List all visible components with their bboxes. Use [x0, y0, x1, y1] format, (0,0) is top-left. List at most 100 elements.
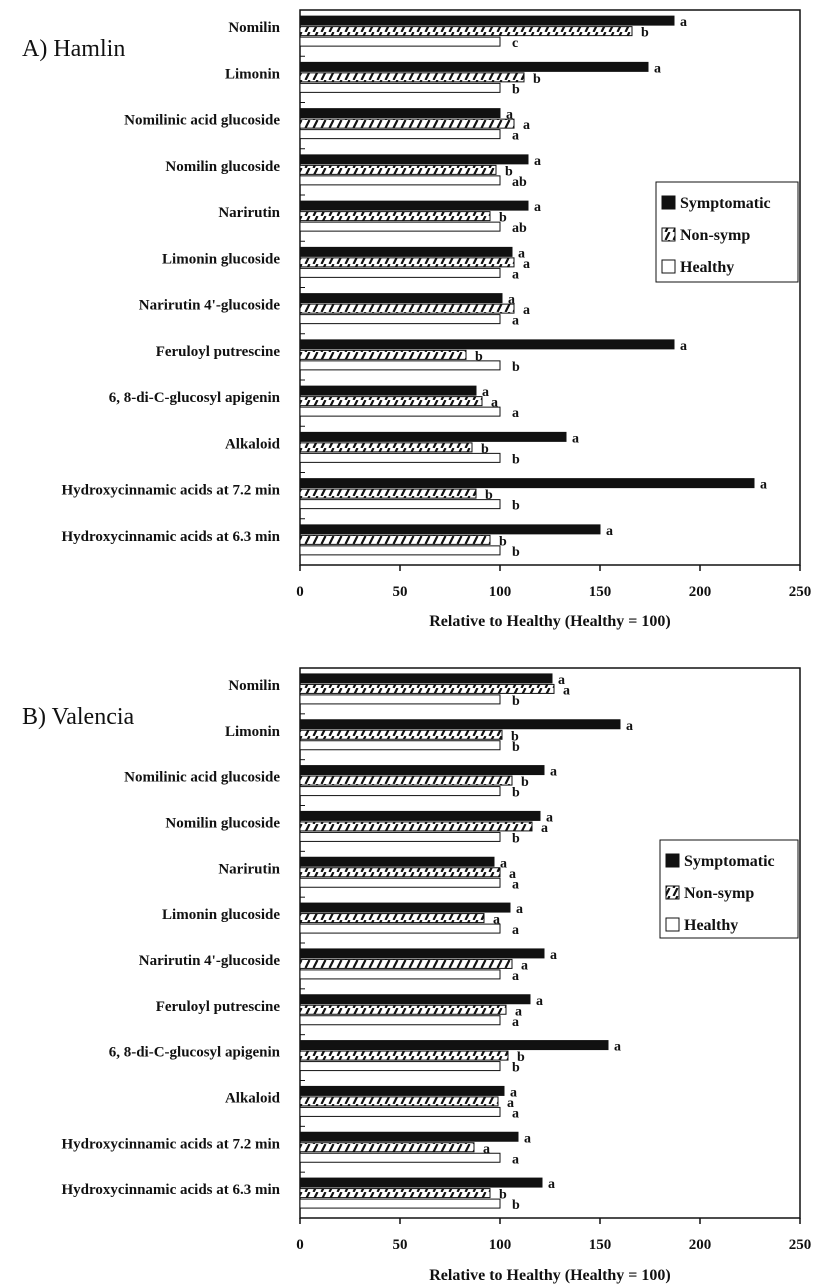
panel-title: B) Valencia [22, 704, 135, 730]
significance-label: a [483, 1142, 490, 1157]
category-label: Narirutin [218, 205, 280, 221]
x-axis-title: Relative to Healthy (Healthy = 100) [429, 613, 671, 630]
bar-non-symp-nomilin [299, 683, 555, 694]
significance-label: a [654, 61, 661, 76]
x-tick-label: 200 [689, 1237, 712, 1253]
bar-non-symp-alkaloid [299, 1096, 499, 1107]
legend: Symptomatic Non-symp Healthy [659, 839, 799, 939]
bar-non-symp-nomilinic-acid-glucoside [299, 118, 515, 129]
legend-swatch-non-symp [661, 227, 676, 242]
legend-swatch-non-symp [665, 885, 680, 900]
bar-healthy-6-8-di-c-glucosyl-apigenin [299, 406, 501, 417]
significance-label: a [482, 385, 489, 400]
legend-label: Non-symp [680, 227, 750, 244]
bar-non-symp-limonin [299, 729, 503, 740]
significance-label: b [499, 211, 507, 226]
significance-label: b [499, 1188, 507, 1203]
category-label: Nomilinic acid glucoside [124, 770, 280, 786]
significance-label: a [512, 267, 519, 282]
significance-label: a [546, 810, 553, 825]
bar-symptomatic-hydroxycinnamic-acids-at-6-3-min [299, 524, 601, 535]
significance-label: b [505, 164, 513, 179]
bar-symptomatic-feruloyl-putrescine [299, 994, 531, 1005]
bar-symptomatic-narirutin-4-glucoside [299, 293, 503, 304]
significance-label: a [512, 969, 519, 984]
significance-label: a [491, 396, 498, 411]
bar-symptomatic-6-8-di-c-glucosyl-apigenin [299, 385, 477, 396]
significance-label: b [512, 499, 520, 514]
bar-healthy-narirutin [299, 877, 501, 888]
bar-healthy-feruloyl-putrescine [299, 1015, 501, 1026]
bar-symptomatic-feruloyl-putrescine [299, 339, 675, 350]
bar-healthy-nomilin-glucoside [299, 831, 501, 842]
significance-label: b [512, 545, 520, 560]
significance-label: a [614, 1040, 621, 1055]
x-tick-label: 0 [296, 1237, 304, 1253]
bar-healthy-feruloyl-putrescine [299, 360, 501, 371]
significance-label: a [507, 1096, 514, 1111]
bar-symptomatic-limonin [299, 719, 621, 730]
bar-symptomatic-nomilin-glucoside [299, 810, 541, 821]
significance-label: a [516, 902, 523, 917]
category-label: Nomilin [228, 20, 280, 36]
bar-healthy-narirutin-4-glucoside [299, 314, 501, 325]
bar-healthy-narirutin [299, 221, 501, 232]
category-label: Hydroxycinnamic acids at 6.3 min [62, 1182, 281, 1198]
significance-label: a [626, 719, 633, 734]
significance-label: a [521, 958, 528, 973]
significance-label: a [534, 154, 541, 169]
legend-label: Symptomatic [680, 195, 771, 212]
significance-label: a [534, 200, 541, 215]
bar-healthy-nomilinic-acid-glucoside [299, 786, 501, 797]
significance-label: a [523, 257, 530, 272]
x-tick-label: 100 [489, 584, 512, 600]
significance-label: a [510, 1085, 517, 1100]
category-label: Alkaloid [225, 1090, 281, 1106]
x-tick-label: 150 [589, 584, 612, 600]
category-label: Nomilin glucoside [165, 815, 280, 831]
bar-non-symp-limonin-glucoside [299, 257, 515, 268]
legend-swatch-healthy [661, 259, 676, 274]
bar-non-symp-narirutin [299, 867, 501, 878]
significance-label: a [536, 994, 543, 1009]
x-tick-label: 50 [393, 1237, 408, 1253]
category-label: 6, 8-di-C-glucosyl apigenin [109, 390, 281, 406]
significance-label: a [506, 108, 513, 123]
bar-healthy-hydroxycinnamic-acids-at-7-2-min [299, 1152, 501, 1163]
significance-label: a [523, 118, 530, 133]
bar-symptomatic-limonin [299, 61, 649, 72]
bar-symptomatic-limonin-glucoside [299, 902, 511, 913]
significance-label: a [563, 683, 570, 698]
significance-label: a [512, 129, 519, 144]
significance-label: ab [512, 175, 527, 190]
bar-healthy-nomilin-glucoside [299, 175, 501, 186]
significance-label: a [548, 1177, 555, 1192]
x-tick-label: 0 [296, 584, 304, 600]
bar-symptomatic-alkaloid [299, 431, 567, 442]
category-label: Narirutin 4'-glucoside [139, 953, 281, 969]
bar-healthy-alkaloid [299, 452, 501, 463]
significance-label: b [512, 452, 520, 467]
bar-healthy-nomilin [299, 36, 501, 47]
bar-symptomatic-nomilin [299, 673, 553, 684]
significance-label: a [493, 913, 500, 928]
bar-non-symp-hydroxycinnamic-acids-at-6-3-min [299, 534, 491, 545]
bar-symptomatic-narirutin-4-glucoside [299, 948, 545, 959]
significance-label: a [558, 673, 565, 688]
bar-healthy-6-8-di-c-glucosyl-apigenin [299, 1061, 501, 1072]
bar-non-symp-narirutin-4-glucoside [299, 303, 515, 314]
category-label: Limonin [225, 724, 281, 740]
bar-symptomatic-narirutin [299, 856, 495, 867]
category-label: Alkaloid [225, 436, 281, 452]
bar-non-symp-nomilin-glucoside [299, 164, 497, 175]
legend-label: Healthy [680, 259, 734, 276]
bar-non-symp-hydroxycinnamic-acids-at-7-2-min [299, 1142, 475, 1153]
significance-label: b [481, 442, 489, 457]
significance-label: b [512, 1198, 520, 1213]
significance-label: a [509, 867, 516, 882]
bar-healthy-narirutin-4-glucoside [299, 969, 501, 980]
x-tick-label: 250 [789, 584, 812, 600]
bar-non-symp-limonin-glucoside [299, 913, 485, 924]
